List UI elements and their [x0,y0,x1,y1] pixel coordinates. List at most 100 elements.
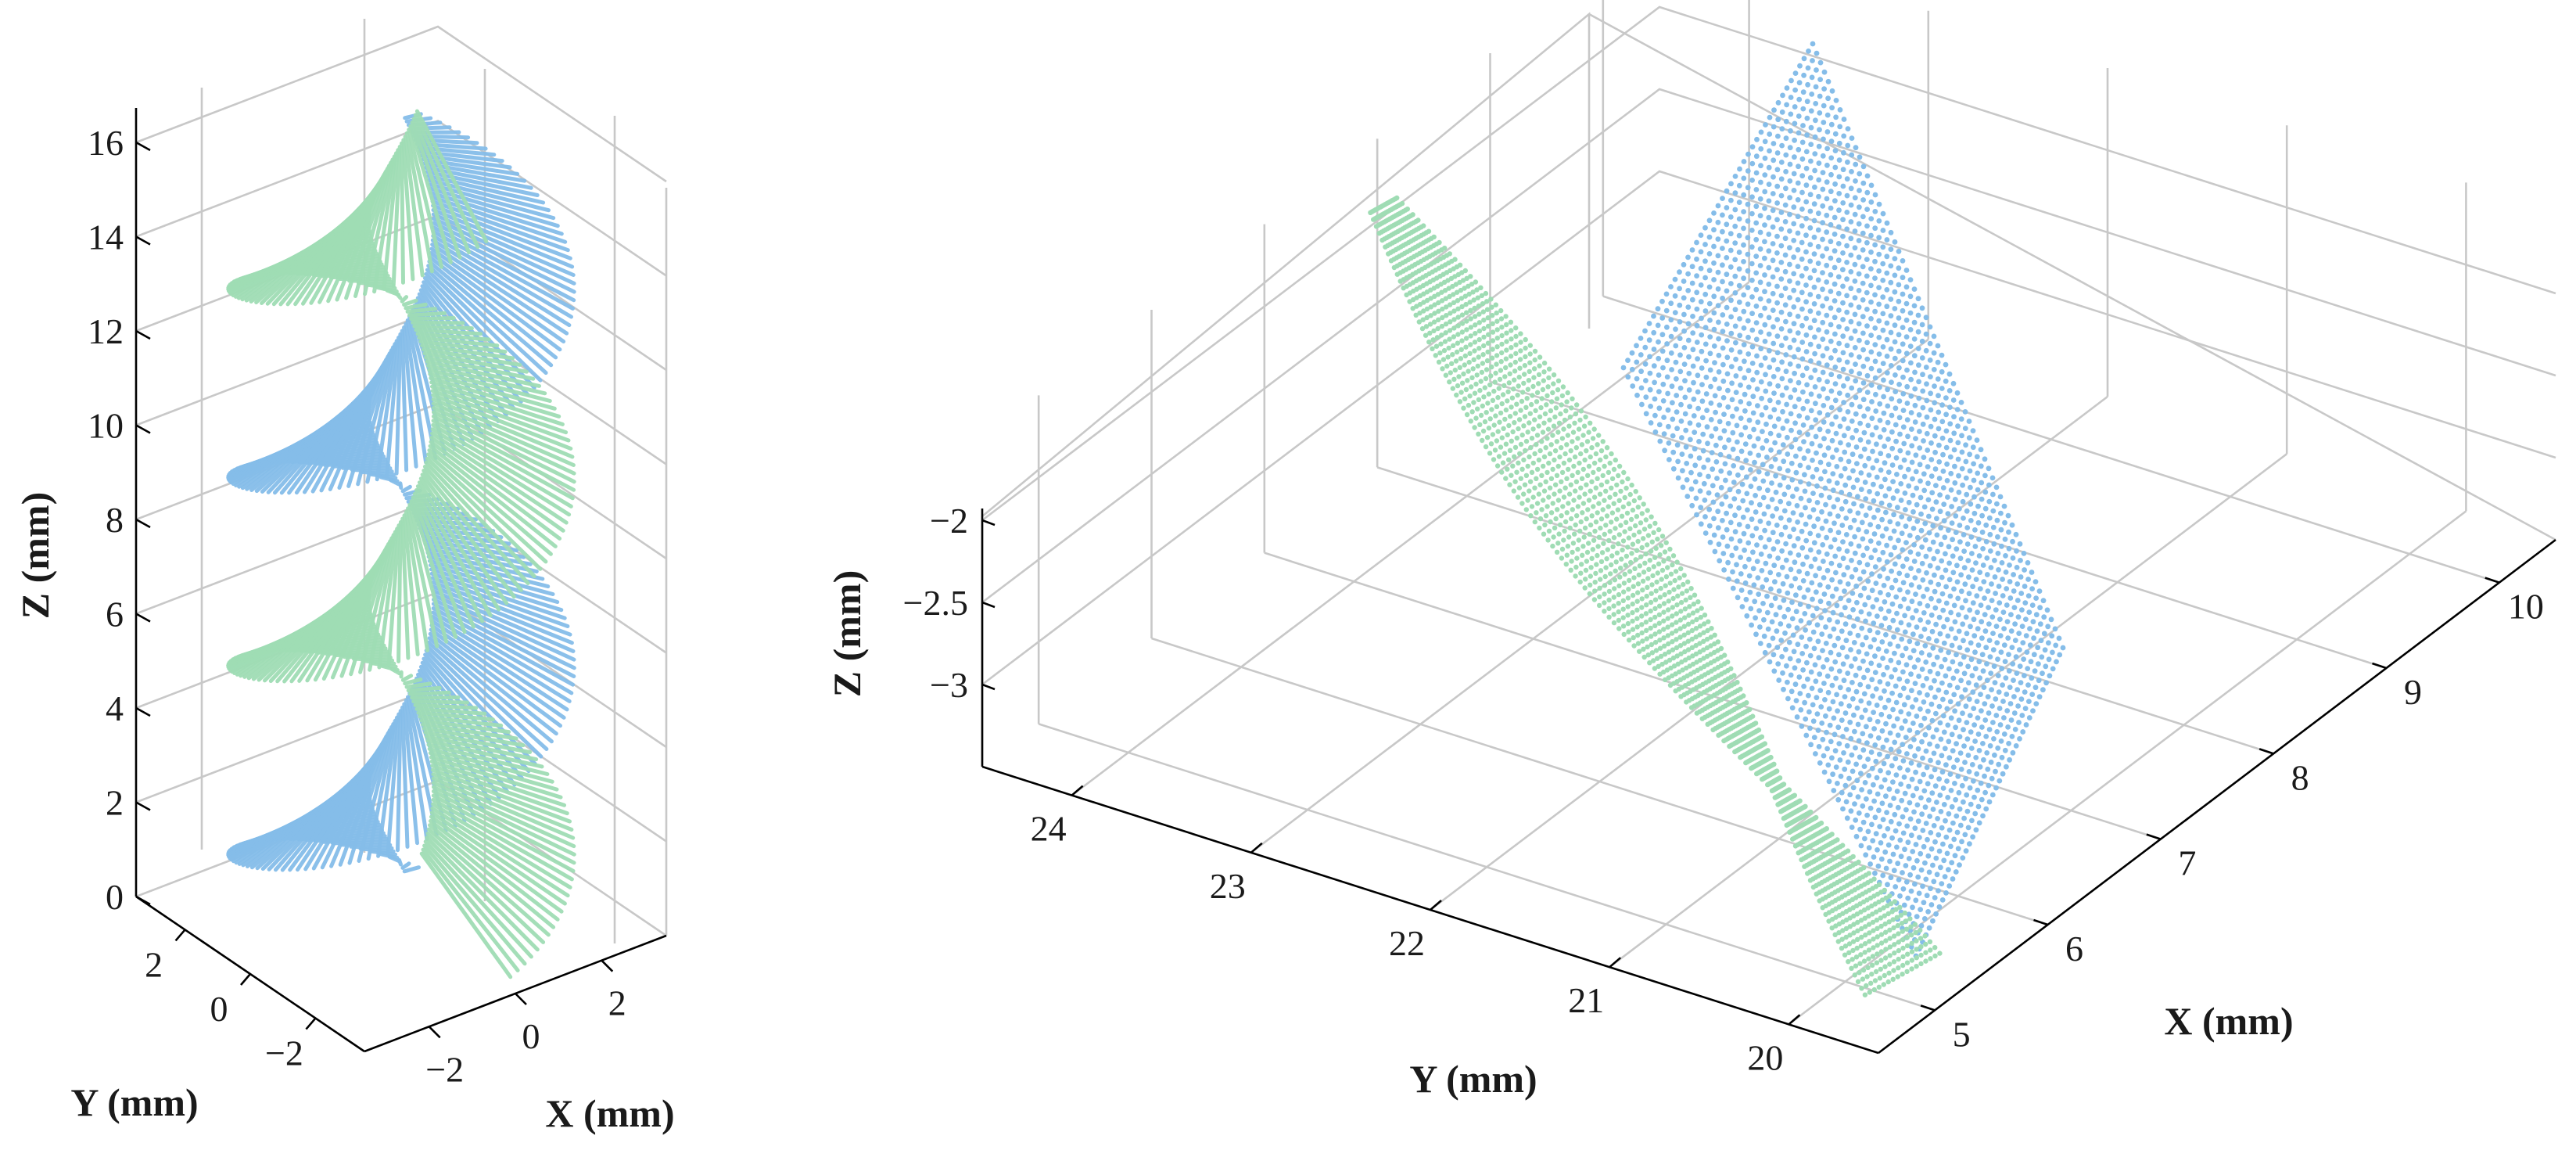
series-green-point [1467,394,1473,399]
series-green-point [1609,476,1616,482]
series-blue-point [1799,156,1806,162]
series-blue-point [1900,291,1906,297]
series-blue-point [1970,428,1976,433]
series-green-point [1655,536,1660,542]
series-blue-point [1950,748,1956,754]
series-green-point [1537,516,1544,522]
series-green-point [1677,626,1683,631]
series-blue-point [1956,789,1962,796]
series-blue-point [1807,275,1814,281]
series-blue-point [1899,797,1905,803]
series-green-point [1405,207,1411,212]
series-blue-point [1803,315,1810,322]
series-blue-point [1836,307,1842,313]
series-blue-point [1718,468,1724,474]
series-blue-point [1973,560,1979,566]
series-blue-point [1831,504,1837,510]
series-blue-point [1702,498,1708,503]
series-blue-point [1840,283,1846,289]
series-blue-point [1888,746,1894,753]
series-blue-point [1900,358,1906,364]
series-blue-point [2011,710,2018,716]
series-blue-point [1941,640,1947,646]
series-blue-point [1870,604,1876,610]
series-green-point [1697,632,1702,638]
series-green-point [1573,573,1578,579]
series-blue-point [1810,458,1815,463]
series-blue-point [1793,453,1799,459]
series-green-point [1526,378,1532,383]
series-blue-point [1912,386,1918,392]
series-blue-point [1857,437,1864,443]
series-blue-point [1762,339,1768,344]
series-blue-point [1934,654,1940,660]
series-blue-point [1758,552,1764,557]
series-blue-point [1919,544,1925,550]
series-blue-point [1999,666,2005,671]
series-blue-point [1888,279,1894,286]
x-tick [515,993,527,1005]
series-blue-point [1994,640,2000,645]
series-blue-point [1954,668,1960,674]
series-blue-point [1753,203,1760,210]
series-blue-point [1908,566,1914,571]
series-blue-point [1967,607,1973,613]
series-blue-point [2032,668,2038,674]
series-blue-point [1852,534,1858,540]
series-blue-point [1819,526,1825,531]
series-blue-point [1921,471,1927,477]
series-blue-point [1912,753,1918,759]
series-blue-point [1708,383,1713,390]
series-blue-strip [394,332,403,476]
series-blue-point [1888,346,1894,352]
series-green-point [1661,609,1667,615]
series-blue-point [1875,613,1880,619]
series-blue-point [1971,477,1977,483]
series-blue-point [1817,598,1824,605]
series-blue-point [1904,417,1910,422]
series-blue-point [1690,314,1695,319]
series-blue-point [1939,591,1946,597]
series-green-point [1497,419,1502,425]
series-blue-point [1966,696,1972,703]
series-blue-point [1836,224,1842,230]
series-blue-point [1884,810,1890,815]
series-green-point [1652,520,1658,526]
series-blue-point [1905,433,1910,440]
series-blue-point [1890,706,1896,713]
series-blue-point [1824,329,1830,335]
series-blue-point [1742,547,1748,553]
series-green-point [1596,466,1602,473]
series-blue-point [1810,41,1816,47]
series-blue-point [1932,572,1937,578]
x-tick [2033,918,2048,926]
series-blue-point [1741,225,1746,232]
series-green-point [1685,638,1691,644]
series-blue-point [1896,570,1903,577]
series-blue-point [2015,581,2021,587]
series-green-strip [426,452,548,564]
series-blue-point [1816,343,1822,350]
series-blue-strip [427,259,554,368]
series-blue-point [1952,463,1957,469]
series-blue-point [1659,298,1665,304]
series-blue-point [1901,596,1907,602]
series-green-point [1681,581,1686,588]
series-blue-point [1907,744,1914,749]
series-blue-point [1703,374,1710,380]
series-blue-point [1853,818,1859,823]
series-blue-point [1959,782,1965,789]
series-blue-point [1883,721,1889,727]
series-blue-point [1748,467,1753,473]
series-green-point [1493,302,1499,307]
series-blue-point [1691,379,1696,386]
series-green-point [1476,354,1481,360]
series-blue-point [1802,488,1808,494]
series-green-point [1531,375,1537,380]
series-blue-point [1875,735,1882,741]
series-blue-point [1846,775,1852,782]
series-blue-point [1770,530,1776,536]
series-blue-point [1981,685,1987,690]
series-green-point [1551,372,1557,378]
series-green-point [1623,562,1628,568]
